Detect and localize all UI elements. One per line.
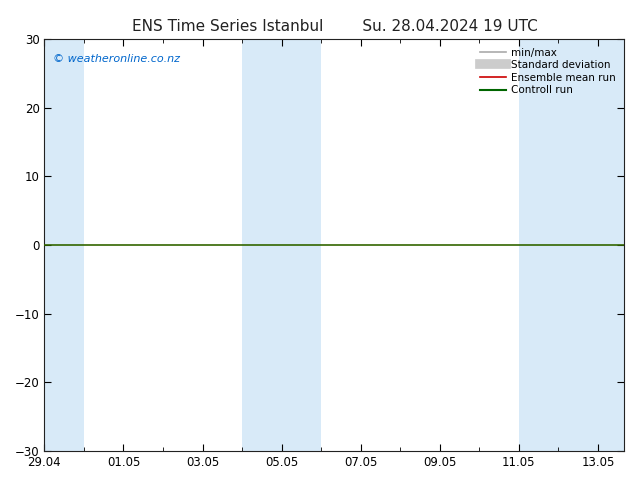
Text: © weatheronline.co.nz: © weatheronline.co.nz xyxy=(53,53,180,64)
Legend: min/max, Standard deviation, Ensemble mean run, Controll run: min/max, Standard deviation, Ensemble me… xyxy=(476,43,619,99)
Bar xyxy=(519,39,624,451)
Bar xyxy=(44,39,84,451)
Title: ENS Time Series Istanbul        Su. 28.04.2024 19 UTC: ENS Time Series Istanbul Su. 28.04.2024 … xyxy=(132,19,537,34)
Bar xyxy=(242,39,321,451)
